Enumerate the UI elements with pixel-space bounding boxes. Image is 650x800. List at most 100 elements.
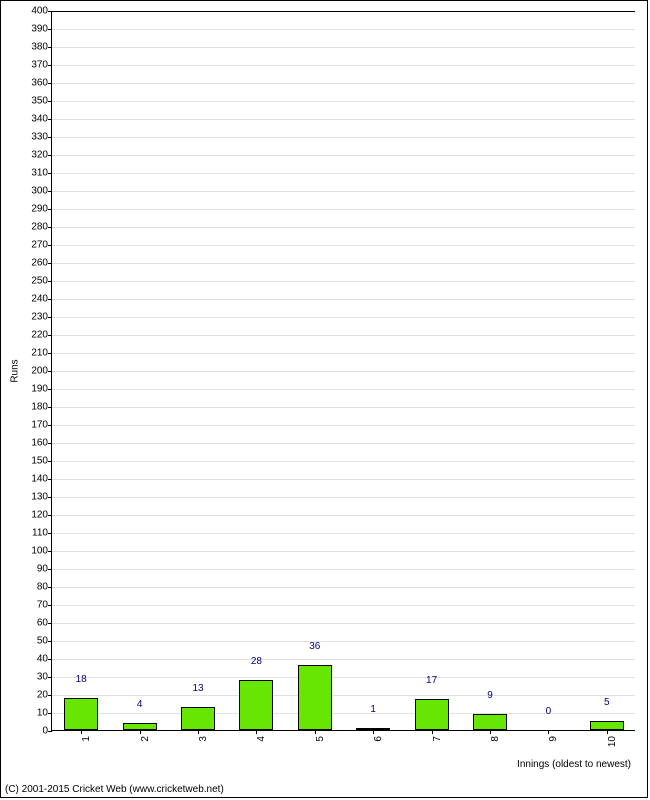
y-tick-label: 280 (31, 222, 48, 233)
x-tick-label: 10 (607, 736, 618, 747)
copyright-text: (C) 2001-2015 Cricket Web (www.cricketwe… (5, 784, 224, 795)
y-tick-mark (48, 173, 52, 174)
x-axis-title: Innings (oldest to newest) (517, 759, 631, 770)
y-tick-mark (48, 65, 52, 66)
y-tick-mark (48, 389, 52, 390)
gridline (52, 155, 635, 156)
x-tick-mark (490, 730, 491, 734)
x-tick-label: 3 (198, 736, 209, 742)
bar (64, 698, 98, 730)
bar-value-label: 1 (370, 704, 376, 715)
y-tick-mark (48, 11, 52, 12)
y-tick-mark (48, 479, 52, 480)
y-tick-mark (48, 371, 52, 372)
y-tick-label: 370 (31, 60, 48, 71)
y-tick-label: 260 (31, 258, 48, 269)
y-tick-mark (48, 209, 52, 210)
gridline (52, 443, 635, 444)
bar (123, 723, 157, 730)
gridline (52, 245, 635, 246)
gridline (52, 335, 635, 336)
y-tick-mark (48, 281, 52, 282)
y-tick-mark (48, 461, 52, 462)
gridline (52, 371, 635, 372)
y-tick-label: 90 (37, 564, 48, 575)
y-tick-label: 160 (31, 438, 48, 449)
y-tick-label: 130 (31, 492, 48, 503)
y-tick-label: 250 (31, 276, 48, 287)
y-tick-label: 230 (31, 312, 48, 323)
bar (298, 665, 332, 730)
bar-value-label: 28 (251, 656, 262, 667)
y-tick-mark (48, 137, 52, 138)
gridline (52, 47, 635, 48)
y-tick-mark (48, 713, 52, 714)
gridline (52, 101, 635, 102)
y-tick-mark (48, 299, 52, 300)
y-tick-label: 20 (37, 690, 48, 701)
y-tick-mark (48, 731, 52, 732)
y-tick-label: 50 (37, 636, 48, 647)
gridline (52, 299, 635, 300)
bar-value-label: 4 (137, 699, 143, 710)
y-tick-label: 30 (37, 672, 48, 683)
plot-top-border (52, 11, 635, 12)
x-tick-label: 9 (548, 736, 559, 742)
y-tick-label: 350 (31, 96, 48, 107)
bar-value-label: 9 (487, 690, 493, 701)
gridline (52, 389, 635, 390)
x-tick-mark (373, 730, 374, 734)
y-tick-mark (48, 443, 52, 444)
y-tick-label: 320 (31, 150, 48, 161)
y-tick-mark (48, 47, 52, 48)
gridline (52, 695, 635, 696)
gridline (52, 281, 635, 282)
y-tick-label: 240 (31, 294, 48, 305)
gridline (52, 137, 635, 138)
y-tick-label: 110 (32, 528, 48, 539)
x-tick-label: 7 (432, 736, 443, 742)
y-tick-label: 150 (31, 456, 48, 467)
x-tick-mark (548, 730, 549, 734)
y-tick-mark (48, 587, 52, 588)
y-tick-mark (48, 263, 52, 264)
x-tick-mark (315, 730, 316, 734)
gridline (52, 623, 635, 624)
bar-value-label: 13 (192, 683, 203, 694)
x-tick-label: 8 (490, 736, 501, 742)
y-tick-mark (48, 407, 52, 408)
gridline (52, 641, 635, 642)
x-tick-label: 5 (315, 736, 326, 742)
gridline (52, 173, 635, 174)
y-tick-mark (48, 677, 52, 678)
y-tick-mark (48, 155, 52, 156)
y-tick-mark (48, 29, 52, 30)
y-tick-label: 380 (31, 42, 48, 53)
y-tick-label: 340 (31, 114, 48, 125)
y-tick-mark (48, 425, 52, 426)
gridline (52, 83, 635, 84)
y-tick-mark (48, 353, 52, 354)
y-tick-mark (48, 83, 52, 84)
y-tick-label: 390 (31, 24, 48, 35)
y-tick-label: 220 (31, 330, 48, 341)
gridline (52, 569, 635, 570)
gridline (52, 317, 635, 318)
gridline (52, 407, 635, 408)
y-tick-label: 300 (31, 186, 48, 197)
y-tick-label: 140 (31, 474, 48, 485)
y-tick-mark (48, 551, 52, 552)
y-tick-label: 180 (31, 402, 48, 413)
y-tick-mark (48, 335, 52, 336)
y-tick-mark (48, 497, 52, 498)
y-tick-label: 310 (31, 168, 48, 179)
y-tick-label: 190 (31, 384, 48, 395)
y-tick-label: 360 (31, 78, 48, 89)
gridline (52, 587, 635, 588)
y-tick-mark (48, 191, 52, 192)
y-tick-label: 120 (31, 510, 48, 521)
x-tick-mark (432, 730, 433, 734)
y-tick-label: 400 (31, 6, 48, 17)
y-tick-label: 290 (31, 204, 48, 215)
y-tick-label: 100 (31, 546, 48, 557)
